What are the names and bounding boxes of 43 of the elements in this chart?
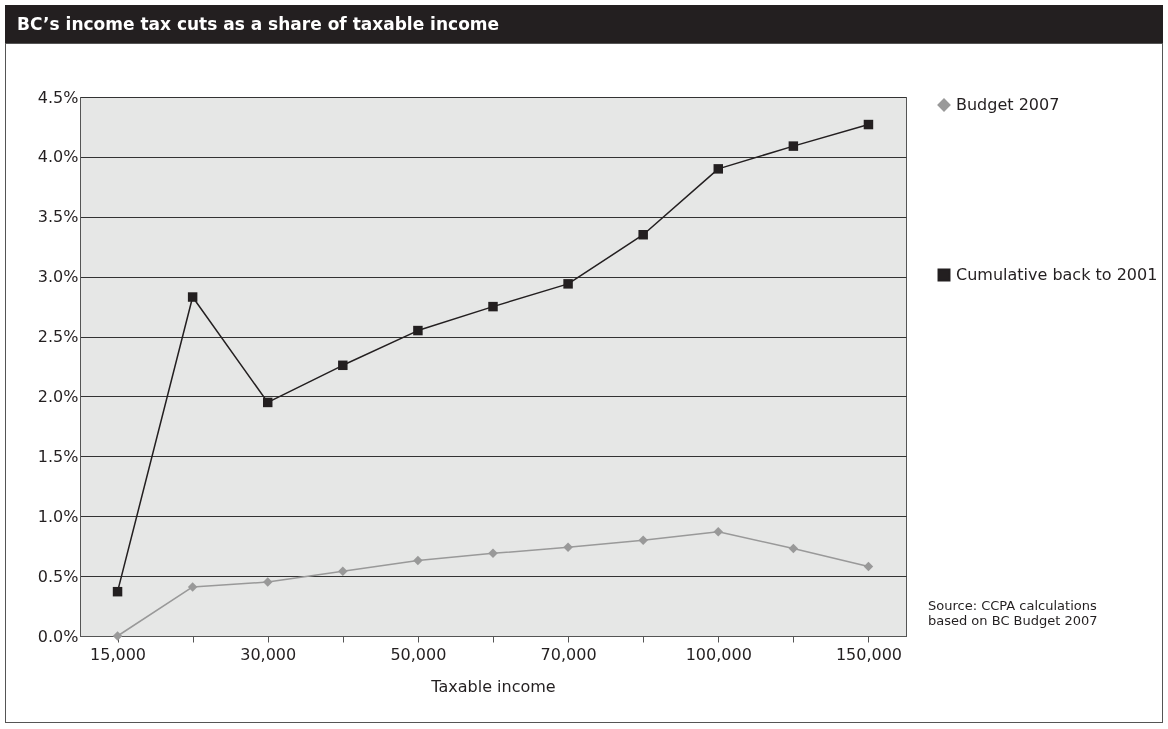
point [788, 141, 799, 151]
y-tick-label: 0.5% [37, 566, 79, 586]
point [338, 566, 348, 577]
point [788, 543, 799, 554]
y-tick-label: 3.0% [37, 267, 79, 287]
point [413, 555, 423, 566]
point [563, 279, 573, 289]
x-tick-label: 50,000 [390, 644, 447, 664]
point [713, 164, 724, 174]
point [262, 577, 273, 587]
point [563, 542, 573, 553]
y-tick-label: 4.5% [37, 87, 79, 107]
y-tick-label: 3.5% [37, 207, 79, 227]
point [863, 561, 874, 572]
x-tick-label: 15,000 [90, 644, 147, 664]
point [413, 325, 423, 336]
y-tick-label: 1.5% [37, 446, 79, 466]
y-tick-label: 1.0% [37, 506, 79, 526]
point [187, 582, 198, 592]
point [488, 548, 498, 559]
x-tick-label: 70,000 [540, 644, 597, 664]
x-tick-label: 30,000 [240, 644, 297, 664]
point [112, 631, 123, 641]
point [713, 527, 724, 537]
x-tick-label: 100,000 [685, 644, 752, 664]
point [187, 292, 198, 302]
y-tick-label: 2.0% [37, 386, 79, 406]
point [638, 230, 648, 240]
legend-label: Budget 2007 [956, 95, 1060, 114]
point [112, 586, 123, 597]
x-tick-label: 150,000 [835, 644, 903, 664]
source-note: Source: CCPA calculations based on BC Budget 2007 [928, 598, 1099, 628]
point [262, 397, 273, 408]
y-tick-label: 2.5% [37, 327, 79, 347]
y-tick-label: 4.0% [37, 147, 79, 167]
point [488, 301, 498, 312]
y-tick-label: 0.0% [37, 626, 79, 646]
point [863, 119, 874, 130]
x-axis-title: Taxable income [430, 676, 556, 696]
legend-label: Cumulative back to 2001 [956, 265, 1158, 284]
chart-title: BC’s income tax cuts as a share of taxable income [5, 5, 1163, 43]
point [338, 360, 348, 371]
point [638, 535, 648, 545]
